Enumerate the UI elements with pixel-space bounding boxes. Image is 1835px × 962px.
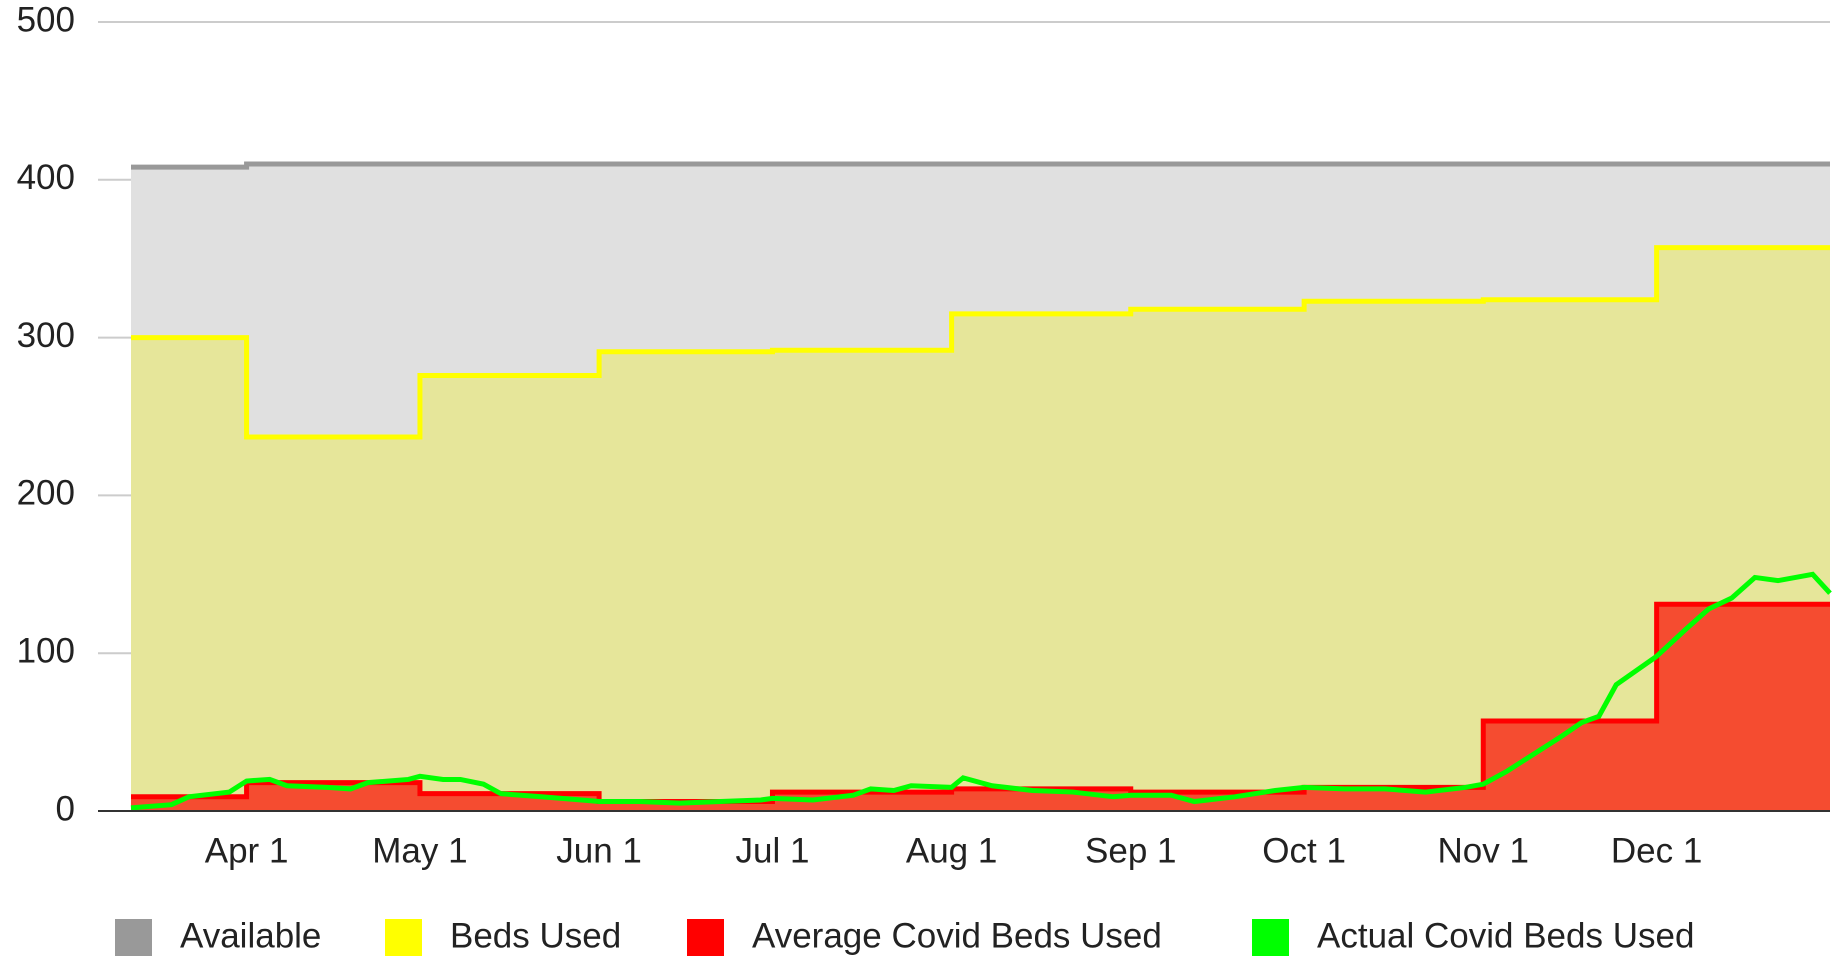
y-tick-label: 300 <box>17 316 75 355</box>
legend-swatch <box>687 919 724 956</box>
legend-label: Actual Covid Beds Used <box>1317 916 1694 955</box>
area <box>131 247 1830 812</box>
line <box>131 245 1830 440</box>
legend-swatch <box>115 919 152 956</box>
y-tick-label: 200 <box>17 474 75 513</box>
x-tick-label: Oct 1 <box>1262 831 1346 870</box>
legend-label: Beds Used <box>450 916 621 955</box>
legend-label: Available <box>180 916 321 955</box>
x-tick-label: Apr 1 <box>205 831 289 870</box>
line <box>130 571 1832 811</box>
line <box>131 601 1830 805</box>
x-tick-label: Nov 1 <box>1438 831 1529 870</box>
x-tick-label: Jul 1 <box>735 831 809 870</box>
x-tick-label: Aug 1 <box>906 831 997 870</box>
x-tick-label: Jun 1 <box>556 831 642 870</box>
legend-swatch <box>385 919 422 956</box>
area <box>131 604 1830 811</box>
x-tick-label: Sep 1 <box>1085 831 1176 870</box>
x-tick-label: Dec 1 <box>1611 831 1702 870</box>
legend-label: Average Covid Beds Used <box>752 916 1162 955</box>
y-tick-label: 100 <box>17 631 75 670</box>
line <box>131 161 1830 170</box>
legend-swatch <box>1252 919 1289 956</box>
y-tick-label: 400 <box>17 158 75 197</box>
x-tick-label: May 1 <box>372 831 467 870</box>
y-tick-label: 500 <box>17 0 75 39</box>
y-tick-label: 0 <box>56 789 75 828</box>
